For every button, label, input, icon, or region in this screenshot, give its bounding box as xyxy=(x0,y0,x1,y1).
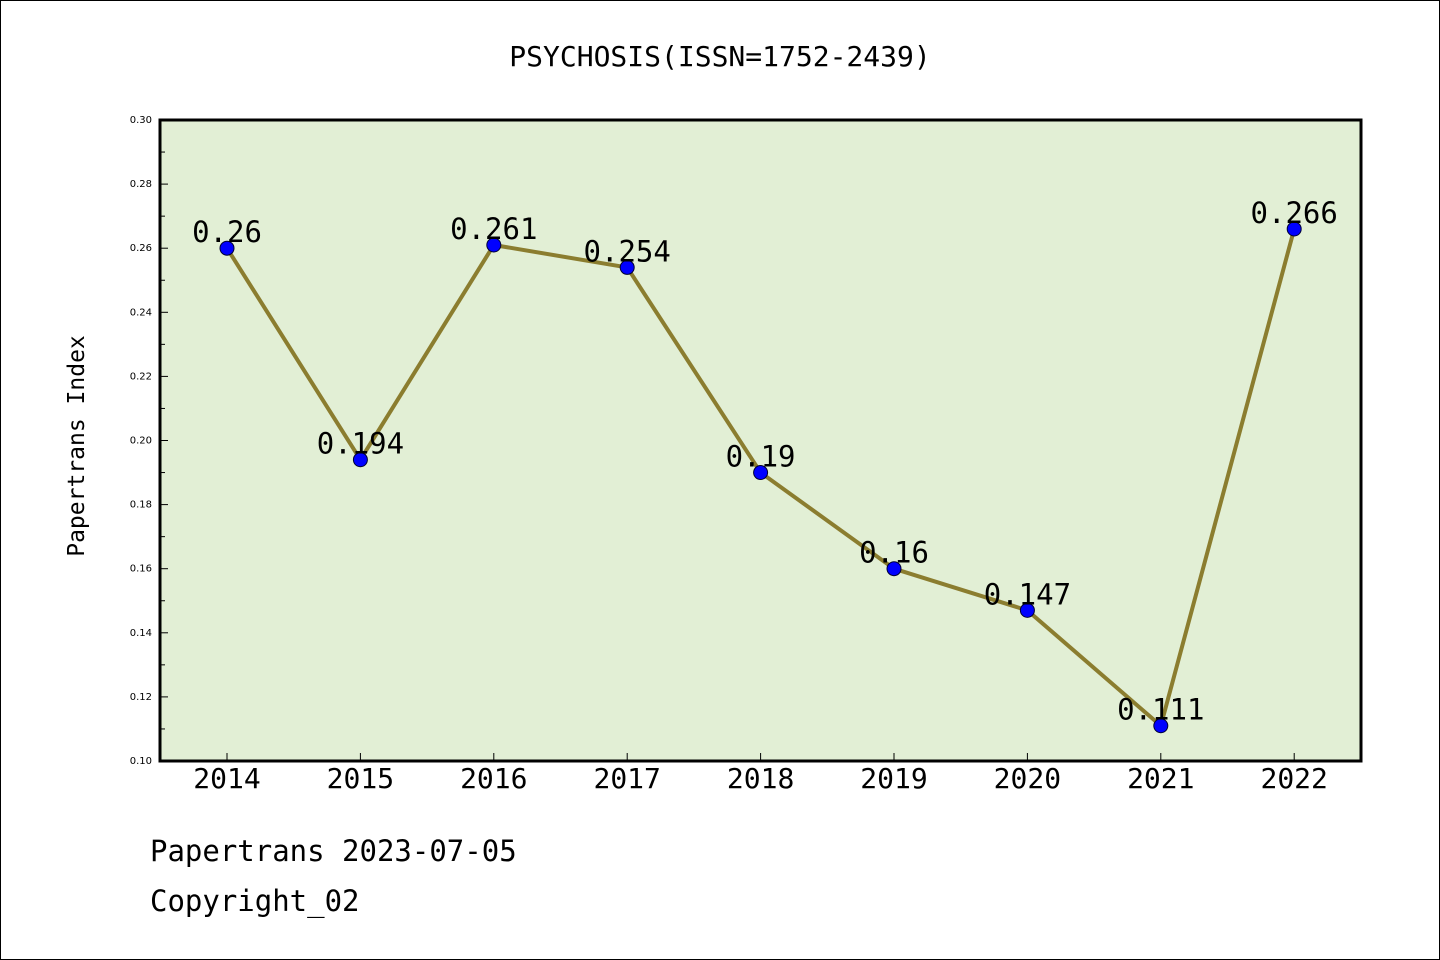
data-label: 0.26 xyxy=(192,215,262,249)
footer-copyright: Copyright_02 xyxy=(150,884,360,918)
y-tick-label: 0.24 xyxy=(130,307,152,318)
data-label: 0.194 xyxy=(317,427,404,461)
x-axis: 2014 2015 2016 2017 2018 2019 2020 2021 2022 xyxy=(193,753,1328,795)
x-tick-label: 2017 xyxy=(593,762,660,795)
y-tick-label: 0.18 xyxy=(130,500,152,511)
data-point xyxy=(1286,221,1302,237)
y-axis-label: Papertrans Index xyxy=(64,335,90,557)
data-label: 0.261 xyxy=(450,212,537,246)
data-label: 0.16 xyxy=(859,536,929,570)
data-point xyxy=(1019,602,1035,618)
data-label: 0.147 xyxy=(984,577,1071,611)
data-label: 0.19 xyxy=(726,440,796,474)
x-tick-label: 2014 xyxy=(193,762,260,795)
data-label: 0.111 xyxy=(1117,693,1204,727)
y-tick-label: 0.28 xyxy=(130,179,152,190)
data-point xyxy=(886,561,902,577)
data-point xyxy=(619,259,635,275)
data-label: 0.266 xyxy=(1251,196,1338,230)
data-labels: 0.26 0.194 0.261 0.254 0.19 0.16 0.147 0.111 0.2… xyxy=(192,196,1338,727)
chart-title: PSYCHOSIS(ISSN=1752-2439) xyxy=(509,40,930,73)
x-tick-label: 2018 xyxy=(727,762,794,795)
y-tick-label: 0.12 xyxy=(130,692,152,703)
data-points xyxy=(219,221,1302,734)
y-tick-label: 0.10 xyxy=(130,756,152,767)
y-axis: 0.10 0.12 0.14 0.16 0.18 0.20 0.22 0.24 0.26 0.28… xyxy=(130,115,168,767)
x-tick-label: 2020 xyxy=(994,762,1061,795)
plot-border xyxy=(158,118,1363,763)
y-tick-label: 0.26 xyxy=(130,243,152,254)
plot-area xyxy=(160,120,1361,761)
y-tick-label: 0.14 xyxy=(130,628,152,639)
y-tick-label: 0.16 xyxy=(130,564,152,575)
data-point xyxy=(486,237,502,253)
x-tick-label: 2015 xyxy=(327,762,394,795)
y-tick-label: 0.30 xyxy=(130,115,152,126)
x-tick-label: 2016 xyxy=(460,762,527,795)
x-tick-label: 2021 xyxy=(1127,762,1194,795)
x-tick-label: 2019 xyxy=(860,762,927,795)
data-point xyxy=(753,465,769,481)
data-label: 0.254 xyxy=(584,234,671,268)
data-point xyxy=(352,452,368,468)
y-tick-label: 0.20 xyxy=(130,436,152,447)
x-tick-label: 2022 xyxy=(1260,762,1327,795)
data-point xyxy=(219,240,235,256)
footer-source: Papertrans 2023-07-05 xyxy=(150,834,517,868)
y-tick-label: 0.22 xyxy=(130,371,152,382)
data-point xyxy=(1153,718,1169,734)
